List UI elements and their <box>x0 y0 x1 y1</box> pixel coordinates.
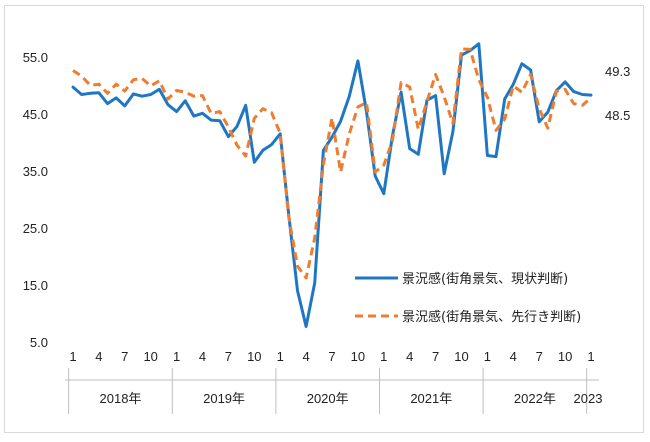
series-line-outlook <box>72 47 592 280</box>
x-axis-separators <box>68 368 588 414</box>
x-tick-label: 10 <box>454 349 468 364</box>
x-tick-label: 7 <box>121 349 128 364</box>
y-tick-label: 25.0 <box>23 221 48 236</box>
year-label: 2021年 <box>410 391 452 406</box>
x-tick-label: 4 <box>199 349 206 364</box>
x-tick-label: 7 <box>432 349 439 364</box>
x-tick-label: 10 <box>247 349 261 364</box>
x-tick-label: 4 <box>302 349 309 364</box>
secondary-y-tick-label: 48.5 <box>605 108 630 123</box>
x-axis-month-ticks: 1 4 7 10 1 4 7 10 1 4 7 10 1 4 7 10 1 4 7 10 1 <box>69 349 594 364</box>
series-lines <box>71 42 593 328</box>
x-tick-label: 10 <box>558 349 572 364</box>
x-tick-label: 1 <box>277 349 284 364</box>
x-tick-label: 1 <box>69 349 76 364</box>
x-tick-label: 1 <box>173 349 180 364</box>
chart-frame: 55.0 45.0 35.0 25.0 15.0 5.0 49.3 48.5 1 4 7 10 1 4… <box>4 5 644 433</box>
x-tick-label: 7 <box>225 349 232 364</box>
y-tick-label: 45.0 <box>23 107 48 122</box>
legend: 景況感(街角景気、現状判断) 景況感(街角景気、先行き判断) <box>355 271 581 325</box>
y-tick-label: 5.0 <box>30 335 48 350</box>
y-tick-label: 35.0 <box>23 164 48 179</box>
y-tick-label: 15.0 <box>23 278 48 293</box>
x-tick-label: 4 <box>510 349 517 364</box>
y-tick-label: 55.0 <box>23 50 48 65</box>
x-tick-label: 10 <box>351 349 365 364</box>
legend-label: 景況感(街角景気、先行き判断) <box>402 309 581 325</box>
year-label: 2018年 <box>100 391 142 406</box>
year-label: 2019年 <box>203 391 245 406</box>
y-axis-ticks: 55.0 45.0 35.0 25.0 15.0 5.0 <box>23 50 48 350</box>
x-tick-label: 4 <box>406 349 413 364</box>
x-tick-label: 4 <box>95 349 102 364</box>
secondary-y-tick-label: 49.3 <box>605 64 630 79</box>
x-tick-label: 1 <box>380 349 387 364</box>
x-tick-label: 7 <box>536 349 543 364</box>
series-line-current <box>71 42 593 328</box>
secondary-y-axis-ticks: 49.3 48.5 <box>605 64 630 123</box>
x-tick-label: 1 <box>587 349 594 364</box>
x-tick-label: 10 <box>143 349 157 364</box>
line-chart: 55.0 45.0 35.0 25.0 15.0 5.0 49.3 48.5 1 4 7 10 1 4… <box>23 42 630 414</box>
year-label: 2020年 <box>307 391 349 406</box>
legend-label: 景況感(街角景気、現状判断) <box>402 271 568 287</box>
year-label: 2022年 <box>514 391 556 406</box>
year-label: 2023 <box>574 391 603 406</box>
x-tick-label: 7 <box>328 349 335 364</box>
x-axis-year-labels: 2018年 2019年 2020年 2021年 2022年 2023 <box>100 391 603 406</box>
x-tick-label: 1 <box>484 349 491 364</box>
